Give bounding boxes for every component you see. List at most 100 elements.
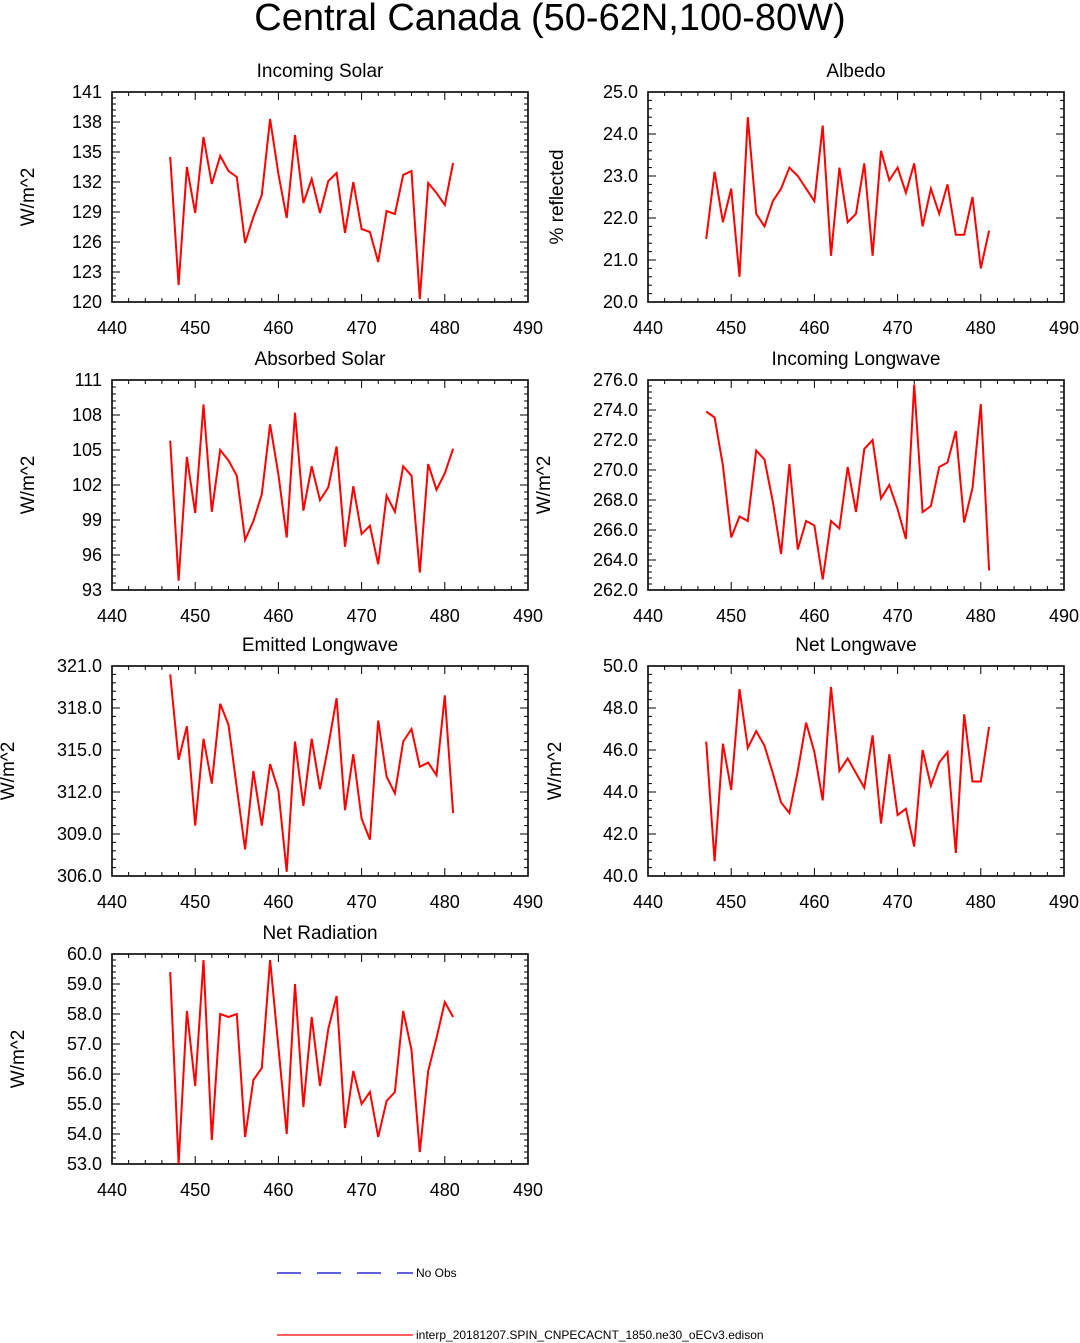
plot-frame [111,91,529,303]
x-tick-label: 480 [966,318,996,338]
y-tick-label: 321.0 [57,656,102,676]
y-axis-label: W/m^2 [8,1030,29,1089]
panel-net-longwave: Net Longwave W/m^2 440 450 460 470 480 490 40.0 4… [545,635,1079,912]
y-axis-label: W/m^2 [18,456,39,515]
x-tick-label: 470 [347,892,377,912]
x-tick-label: 490 [513,318,543,338]
x-tick-label: 470 [347,318,377,338]
panel-title: Absorbed Solar [255,349,387,370]
x-tick-label: 490 [1049,606,1079,626]
legend-obs-label: No Obs [416,1266,457,1280]
plot-frame [111,953,529,1165]
x-tick-label: 450 [180,1180,210,1200]
y-tick-label: 318.0 [57,698,102,718]
y-tick-label: 60.0 [67,944,102,964]
y-tick-label: 309.0 [57,824,102,844]
y-tick-label: 20.0 [603,292,638,312]
y-tick-label: 102 [72,475,102,495]
x-tick-label: 480 [430,892,460,912]
y-tick-label: 126 [72,232,102,252]
x-tick-label: 490 [513,606,543,626]
x-tick-label: 440 [97,1180,127,1200]
x-tick-label: 440 [97,606,127,626]
y-tick-label: 55.0 [67,1094,102,1114]
x-tick-label: 450 [716,318,746,338]
y-tick-label: 270.0 [593,460,638,480]
y-tick-label: 306.0 [57,866,102,886]
panel-net-radiation: Net Radiation W/m^2 440 450 460 470 480 490 53.0… [8,923,543,1200]
y-tick-label: 108 [72,405,102,425]
series-line-absorbed-solar [169,404,455,581]
y-tick-label: 111 [75,370,102,390]
plot-frame [111,379,529,591]
y-tick-label: 22.0 [603,208,638,228]
y-tick-label: 53.0 [67,1154,102,1174]
y-tick-label: 58.0 [67,1004,102,1024]
legend: No Obs interp_20181207.SPIN_CNPECACNT_18… [277,1266,764,1342]
y-tick-label: 93 [82,580,102,600]
x-tick-label: 450 [180,318,210,338]
x-tick-label: 470 [347,606,377,626]
series-line-net-longwave [705,686,991,862]
panel-incoming-solar: Incoming Solar W/m^2 440 450 460 470 480 490 120… [18,61,543,338]
y-tick-label: 276.0 [593,370,638,390]
x-tick-label: 470 [883,606,913,626]
y-tick-label: 268.0 [593,490,638,510]
x-tick-label: 490 [513,892,543,912]
panels-group: Incoming Solar W/m^2 440 450 460 470 480 490 120… [0,61,1079,1200]
panel-albedo: Albedo % reflected 440 450 460 470 480 490 20.0 2… [547,61,1079,338]
y-axis-label: W/m^2 [18,168,39,227]
plot-frame [111,665,529,877]
y-axis-label: W/m^2 [0,742,19,801]
y-axis-label: W/m^2 [534,456,555,515]
page-title: Central Canada (50-62N,100-80W) [254,0,845,39]
x-tick-label: 460 [263,318,293,338]
x-tick-label: 460 [263,1180,293,1200]
y-tick-label: 46.0 [603,740,638,760]
x-tick-label: 450 [180,892,210,912]
y-tick-label: 40.0 [603,866,638,886]
x-tick-label: 440 [633,318,663,338]
panel-absorbed-solar: Absorbed Solar W/m^2 440 450 460 470 480 490 93 9… [18,349,543,626]
y-tick-label: 56.0 [67,1064,102,1084]
y-axis-label: % reflected [547,149,568,244]
y-tick-label: 129 [72,202,102,222]
panel-emitted-longwave: Emitted Longwave W/m^2 440 450 460 470 480 490 3… [0,635,543,912]
series-line-net-radiation [169,959,454,1165]
legend-model-label: interp_20181207.SPIN_CNPECACNT_1850.ne30… [416,1328,764,1342]
plot-frame [647,379,1065,591]
y-tick-label: 132 [72,172,102,192]
y-tick-label: 96 [82,545,102,565]
y-tick-label: 312.0 [57,782,102,802]
x-tick-label: 460 [799,318,829,338]
series-line-emitted-longwave [169,674,455,872]
x-tick-label: 480 [966,606,996,626]
y-tick-label: 42.0 [603,824,638,844]
panel-title: Net Longwave [795,635,916,656]
panel-title: Net Radiation [262,923,377,944]
series-line-albedo [705,117,991,277]
x-tick-label: 480 [430,318,460,338]
y-tick-label: 99 [82,510,102,530]
y-tick-label: 264.0 [593,550,638,570]
x-tick-label: 440 [97,892,127,912]
x-tick-label: 460 [263,892,293,912]
x-tick-label: 470 [347,1180,377,1200]
x-tick-label: 450 [180,606,210,626]
y-tick-label: 48.0 [603,698,638,718]
y-tick-label: 50.0 [603,656,638,676]
panel-title: Incoming Longwave [772,349,941,370]
panel-title: Emitted Longwave [242,635,398,656]
x-tick-label: 440 [97,318,127,338]
x-tick-label: 480 [430,1180,460,1200]
x-tick-label: 470 [883,892,913,912]
y-tick-label: 272.0 [593,430,638,450]
y-tick-label: 135 [72,142,102,162]
x-tick-label: 440 [633,606,663,626]
y-tick-label: 123 [72,262,102,282]
plot-frame [647,665,1065,877]
x-tick-label: 470 [883,318,913,338]
x-tick-label: 450 [716,892,746,912]
y-tick-label: 24.0 [603,124,638,144]
